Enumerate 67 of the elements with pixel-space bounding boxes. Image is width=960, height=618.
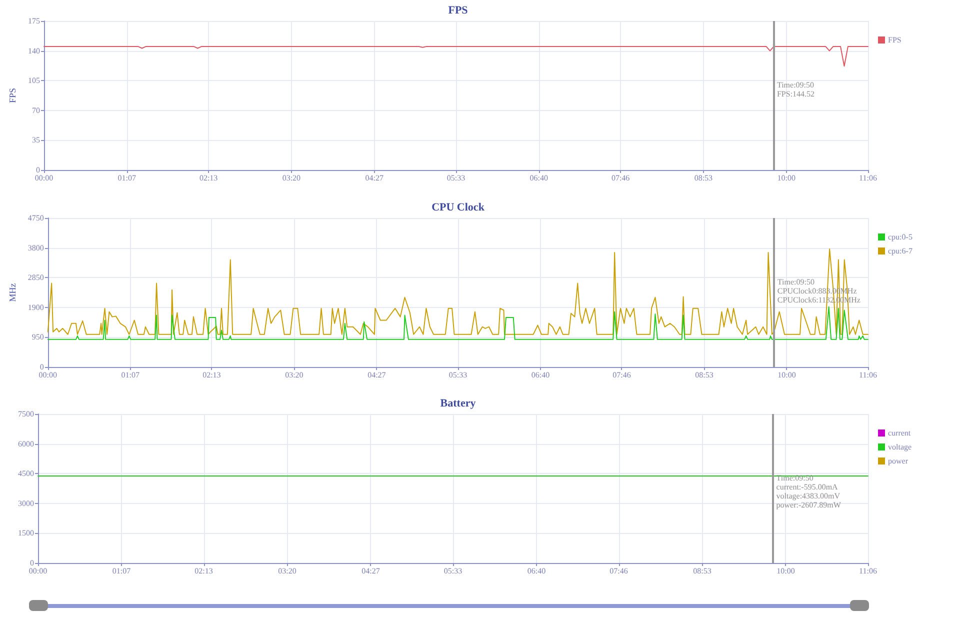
x-tick-label: 06:40 — [527, 566, 546, 576]
legend-label: cpu:6-7 — [888, 246, 912, 255]
y-axis-title: MHz — [8, 282, 18, 302]
legend-label: current — [888, 428, 912, 438]
y-tick-label: 0 — [30, 558, 34, 568]
x-tick-label: 05:33 — [444, 566, 462, 576]
x-tick-label: 03:20 — [278, 566, 296, 576]
x-tick-label: 05:33 — [446, 174, 466, 182]
x-tick-label: 10:00 — [776, 566, 795, 576]
x-tick-label: 07:46 — [611, 174, 630, 182]
y-tick-label: 6000 — [18, 439, 34, 448]
x-tick-label: 11:06 — [859, 174, 877, 182]
x-tick-label: 06:40 — [530, 174, 548, 182]
y-tick-label: 1900 — [28, 302, 44, 312]
legend-label: cpu:0-5 — [888, 232, 912, 241]
y-tick-label: 3800 — [28, 242, 44, 252]
x-tick-label: 05:33 — [448, 370, 468, 379]
x-tick-label: 04:27 — [365, 174, 384, 182]
x-tick-label: 04:27 — [362, 566, 380, 576]
x-tick-label: 01:07 — [112, 566, 131, 576]
y-tick-label: 7500 — [18, 410, 34, 418]
x-tick-label: 00:00 — [28, 566, 48, 576]
x-tick-label: 02:13 — [194, 566, 213, 576]
chart-title: CPU Clock — [432, 201, 486, 213]
x-tick-label: 02:13 — [199, 174, 218, 182]
y-tick-label: 4750 — [28, 213, 44, 222]
line-series — [44, 46, 868, 67]
y-tick-label: 0 — [36, 166, 40, 174]
y-tick-label: 35 — [32, 136, 40, 145]
x-tick-label: 07:46 — [612, 370, 631, 379]
y-tick-label: 2850 — [28, 272, 44, 282]
x-tick-label: 10:00 — [777, 174, 796, 182]
x-tick-label: 08:53 — [693, 566, 712, 576]
x-tick-label: 04:27 — [368, 370, 386, 379]
x-tick-label: 11:06 — [859, 370, 877, 379]
y-tick-label: 4500 — [18, 469, 34, 478]
y-axis-title: FPS — [8, 88, 18, 104]
legend-label: power — [888, 456, 908, 466]
x-tick-label: 01:07 — [118, 174, 136, 182]
y-tick-label: 0 — [40, 362, 44, 371]
y-tick-label: 70 — [32, 106, 40, 115]
x-tick-label: 08:53 — [695, 370, 714, 379]
annotation: Time:09:50 FPS:144.52 — [776, 80, 815, 99]
x-tick-label: 11:06 — [859, 566, 877, 576]
x-tick-label: 00:00 — [38, 370, 58, 379]
x-tick-label: 08:53 — [694, 174, 713, 182]
y-tick-label: 3000 — [18, 498, 34, 508]
x-tick-label: 06:40 — [531, 370, 550, 379]
line-series — [47, 306, 868, 340]
y-tick-label: 105 — [28, 76, 40, 86]
y-tick-label: 175 — [28, 16, 40, 26]
x-tick-label: 02:13 — [202, 370, 221, 379]
x-tick-label: 00:00 — [34, 174, 54, 182]
chart-title: Battery — [440, 398, 476, 410]
legend-label: voltage — [888, 442, 912, 452]
y-tick-label: 950 — [32, 332, 44, 342]
chart-title: FPS — [448, 4, 468, 16]
line-series — [47, 248, 868, 334]
x-tick-label: 03:20 — [285, 370, 304, 379]
x-tick-label: 03:20 — [282, 174, 301, 182]
y-tick-label: 140 — [28, 46, 40, 56]
x-tick-label: 01:07 — [121, 370, 140, 379]
legend-label: FPS — [888, 36, 902, 44]
y-tick-label: 1500 — [18, 528, 34, 538]
x-tick-label: 07:46 — [610, 566, 628, 576]
x-tick-label: 10:00 — [778, 370, 796, 379]
annotation: Time:09:50 current:-595.00mA voltage:4383.00mV power:-2607.89mW — [776, 474, 842, 510]
